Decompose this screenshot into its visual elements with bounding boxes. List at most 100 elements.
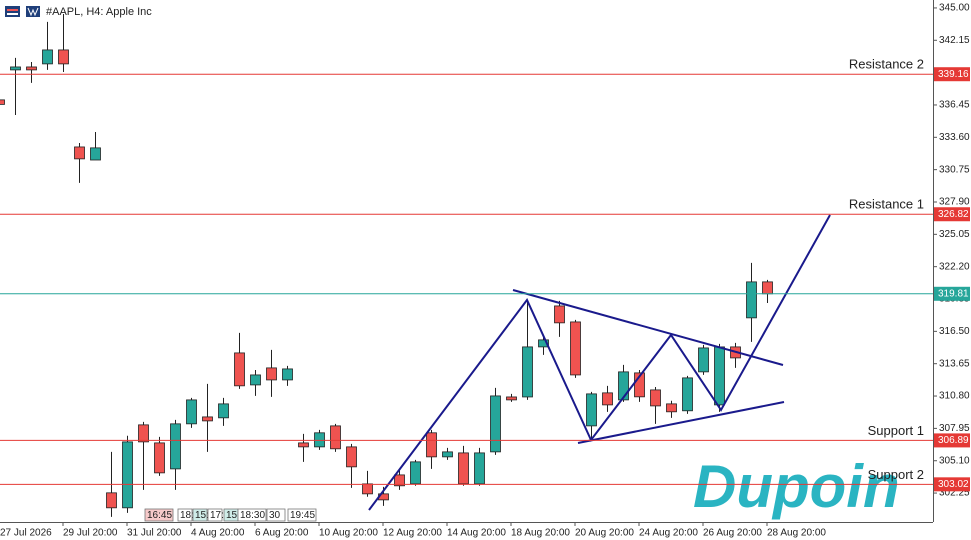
candle-body xyxy=(714,346,725,406)
time-box xyxy=(207,508,223,522)
time-box-label: 19:45 xyxy=(290,510,315,521)
level-price-box xyxy=(934,207,970,222)
candle-body xyxy=(394,474,405,487)
candle-body xyxy=(250,374,261,386)
candle-body xyxy=(186,399,197,425)
candle-body xyxy=(298,442,309,448)
level-price-label: 319.81 xyxy=(938,288,969,299)
candle-body xyxy=(426,432,437,458)
candle-body xyxy=(618,371,629,401)
level-price-box xyxy=(934,433,970,448)
x-tick-label: 18 Aug 20:00 xyxy=(511,528,570,539)
level-price-label: 306.89 xyxy=(938,435,969,446)
level-price-label: 303.02 xyxy=(938,479,969,490)
y-tick-label: 305.10 xyxy=(939,455,970,466)
candle-body xyxy=(202,416,213,422)
y-tick-label: 310.80 xyxy=(939,391,970,402)
candle-body xyxy=(666,403,677,413)
time-box xyxy=(177,508,193,522)
x-tick-label: 26 Aug 20:00 xyxy=(703,528,762,539)
time-box-label: 30 xyxy=(269,510,281,521)
candle-body xyxy=(458,452,469,485)
time-box-label: 15: xyxy=(195,510,209,521)
level-price-box xyxy=(934,67,970,82)
candle-body xyxy=(154,442,165,474)
candle-body xyxy=(538,339,549,348)
candle-body xyxy=(106,492,117,509)
candle-body xyxy=(330,425,341,450)
candle-body xyxy=(474,452,485,485)
time-box-label: 18: xyxy=(180,510,194,521)
level-label: Resistance 1 xyxy=(849,197,924,212)
candle-body xyxy=(42,49,53,65)
y-tick-label: 302.25 xyxy=(939,488,970,499)
candle-body xyxy=(10,66,21,71)
candle-body xyxy=(650,389,661,407)
level-label: Support 2 xyxy=(868,467,924,482)
header-icons xyxy=(5,6,40,17)
candle-body xyxy=(122,441,133,509)
candle-body xyxy=(506,396,517,401)
candle-body xyxy=(0,99,5,105)
y-tick-label: 307.95 xyxy=(939,423,970,434)
time-box xyxy=(266,508,286,522)
time-box xyxy=(237,508,267,522)
time-box-label: 18:30 xyxy=(240,510,265,521)
y-tick-label: 333.60 xyxy=(939,132,970,143)
time-box xyxy=(144,508,174,522)
candle-body xyxy=(762,281,773,295)
level-price-label: 339.16 xyxy=(938,69,969,80)
candle-body xyxy=(266,367,277,381)
candle-body xyxy=(586,393,597,427)
y-tick-label: 345.00 xyxy=(939,3,970,14)
level-price-box xyxy=(934,286,970,301)
candle-body xyxy=(362,483,373,495)
level-label: Support 1 xyxy=(868,423,924,438)
time-box-label: 16:45 xyxy=(147,510,172,521)
candle-body xyxy=(554,305,565,324)
candle-body xyxy=(634,372,645,398)
x-tick-label: 27 Jul 2026 xyxy=(0,528,52,539)
level-price-box xyxy=(934,477,970,492)
x-tick-label: 12 Aug 20:00 xyxy=(383,528,442,539)
candle-body xyxy=(58,49,69,65)
candle-body xyxy=(74,146,85,160)
candle-body xyxy=(602,392,613,406)
candle-body xyxy=(170,423,181,470)
candle-body xyxy=(410,461,421,485)
y-tick-label: 336.45 xyxy=(939,100,970,111)
candle-body xyxy=(746,281,757,319)
chart-title: #AAPL, H4: Apple Inc xyxy=(46,6,152,18)
candle-body xyxy=(346,446,357,468)
candle-body xyxy=(570,321,581,376)
candle-body xyxy=(234,352,245,387)
y-tick-label: 322.20 xyxy=(939,261,970,272)
candle-body xyxy=(90,147,101,161)
candle-body xyxy=(138,424,149,443)
candle-body xyxy=(26,66,37,71)
y-tick-label: 342.15 xyxy=(939,35,970,46)
time-box xyxy=(287,508,317,522)
x-tick-label: 31 Jul 20:00 xyxy=(127,528,182,539)
time-box-label: 15: xyxy=(226,510,240,521)
candle-body xyxy=(490,395,501,453)
x-tick-label: 10 Aug 20:00 xyxy=(319,528,378,539)
level-label: Resistance 2 xyxy=(849,57,924,72)
x-tick-label: 29 Jul 20:00 xyxy=(63,528,118,539)
candle-body xyxy=(282,368,293,381)
y-tick-label: 325.05 xyxy=(939,229,970,240)
watermark-logo: Dupoin xyxy=(693,453,900,520)
candle-body xyxy=(218,403,229,419)
y-tick-label: 330.75 xyxy=(939,164,970,175)
time-box-label: 17: xyxy=(210,510,224,521)
candle-body xyxy=(442,451,453,458)
candle-body xyxy=(522,346,533,398)
x-tick-label: 4 Aug 20:00 xyxy=(191,528,245,539)
x-tick-label: 24 Aug 20:00 xyxy=(639,528,698,539)
candle-body xyxy=(314,432,325,448)
x-tick-label: 20 Aug 20:00 xyxy=(575,528,634,539)
candle-body xyxy=(698,347,709,373)
x-tick-label: 6 Aug 20:00 xyxy=(255,528,309,539)
x-tick-label: 14 Aug 20:00 xyxy=(447,528,506,539)
